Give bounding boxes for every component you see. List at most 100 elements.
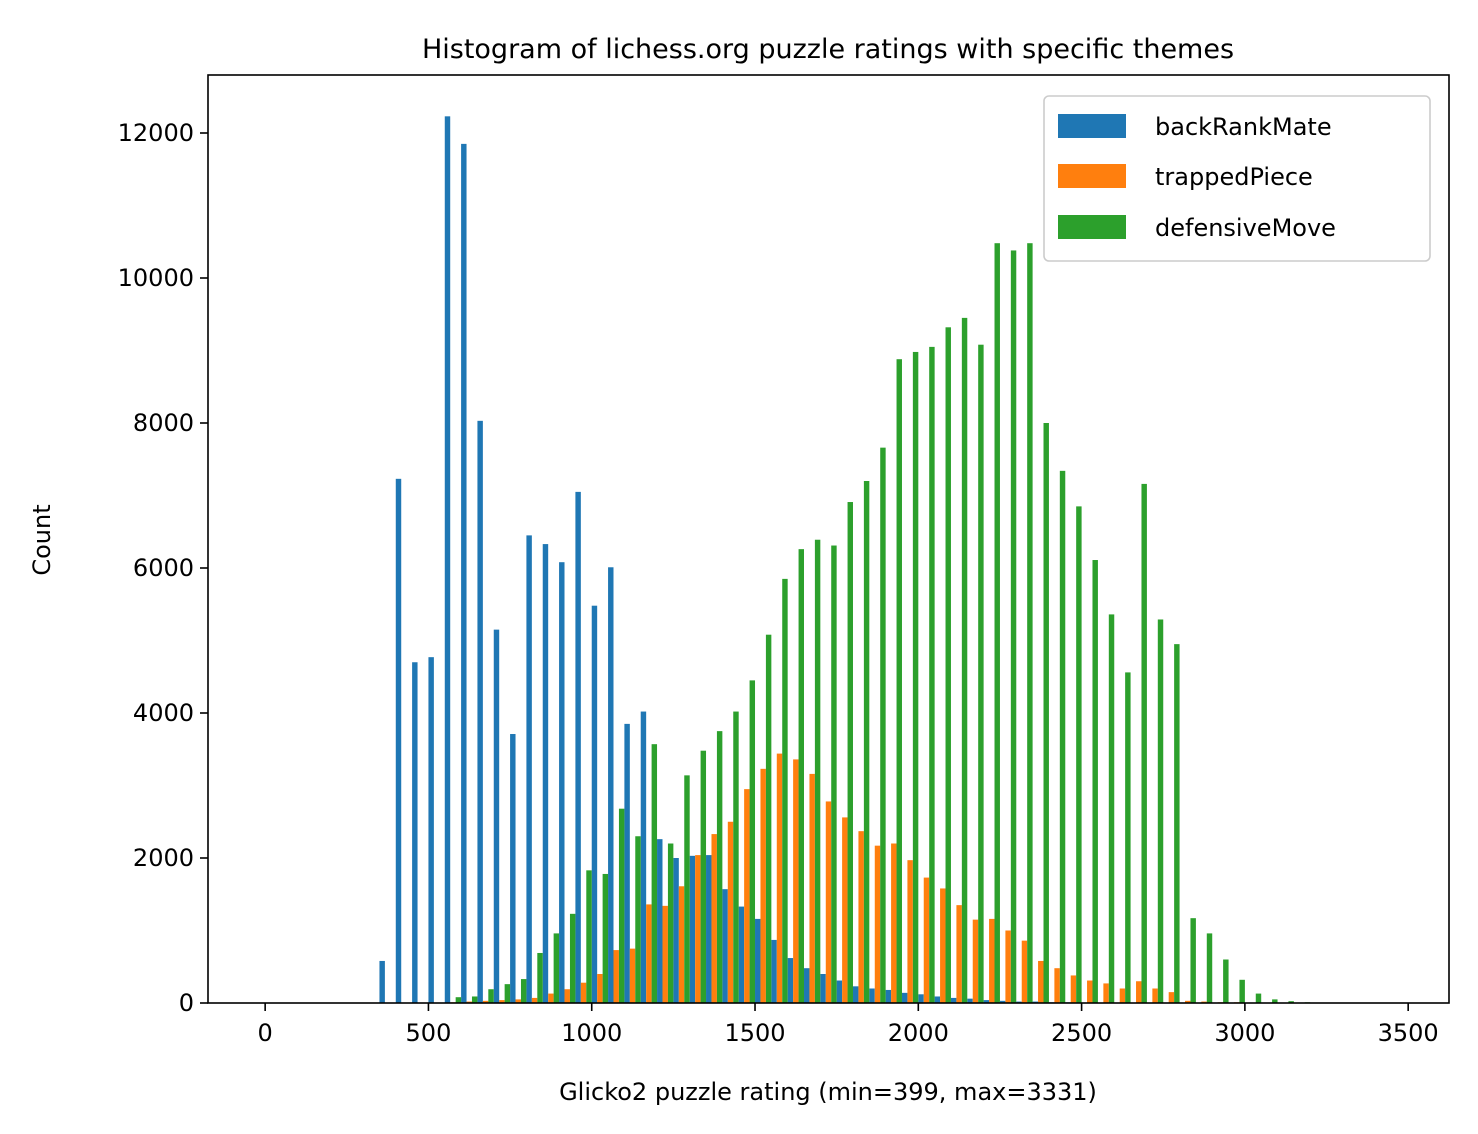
bar-backrankmate-35	[950, 997, 957, 1003]
bar-defensivemove-33	[929, 346, 935, 1004]
y-tick-label: 10000	[118, 264, 194, 292]
bar-defensivemove-21	[733, 711, 739, 1003]
x-tick-label: 0	[258, 1019, 273, 1047]
bar-defensivemove-12	[586, 870, 592, 1003]
bar-defensivemove-22	[749, 680, 756, 1004]
bar-trappedpiece-17	[662, 905, 668, 1003]
bar-trappedpiece-9	[531, 997, 538, 1003]
bar-trappedpiece-20	[711, 834, 717, 1003]
bar-defensivemove-54	[1272, 999, 1278, 1004]
bar-trappedpiece-8	[515, 999, 521, 1004]
y-axis-ticks: 0 2000 4000 6000 8000 10000 12000	[118, 119, 208, 1017]
x-axis-label: Glicko2 puzzle rating (min=399, max=3331…	[559, 1078, 1097, 1106]
x-tick-label: 1000	[561, 1019, 622, 1047]
bar-backrankmate-36	[967, 998, 973, 1003]
bar-defensivemove-45	[1125, 672, 1131, 1003]
bar-backrankmate-25	[787, 958, 794, 1003]
bar-backrankmate-27	[820, 974, 826, 1003]
bar-trappedpiece-24	[776, 753, 783, 1003]
y-tick-label: 8000	[133, 409, 194, 437]
bar-defensivemove-32	[912, 351, 919, 1003]
bar-backrankmate-19	[689, 855, 696, 1003]
legend-label-trappedpiece: trappedPiece	[1155, 163, 1313, 191]
bar-defensivemove-40	[1043, 423, 1049, 1003]
bar-defensivemove-25	[798, 549, 804, 1003]
bar-backrankmate-30	[869, 988, 875, 1003]
bar-backrankmate-5	[461, 143, 467, 1004]
bar-trappedpiece-14	[613, 950, 619, 1003]
bar-defensivemove-4	[455, 997, 462, 1003]
bar-defensivemove-55	[1288, 1001, 1294, 1003]
bar-defensivemove-46	[1141, 483, 1147, 1003]
bar-backrankmate-15	[624, 723, 630, 1004]
y-tick-label: 4000	[133, 699, 194, 727]
bar-backrankmate-26	[804, 968, 810, 1003]
bar-defensivemove-6	[488, 989, 494, 1003]
bar-defensivemove-42	[1076, 506, 1082, 1004]
bar-defensivemove-5	[471, 996, 478, 1003]
bar-defensivemove-20	[716, 731, 723, 1004]
bar-defensivemove-43	[1092, 560, 1098, 1003]
bar-trappedpiece-13	[597, 974, 603, 1003]
bar-trappedpiece-16	[646, 904, 652, 1003]
bar-backrankmate-32	[901, 992, 908, 1003]
bar-trappedpiece-28	[842, 817, 848, 1003]
bar-backrankmate-20	[706, 855, 712, 1003]
bar-defensivemove-19	[700, 750, 707, 1003]
bar-trappedpiece-7	[499, 1000, 505, 1003]
bar-defensivemove-14	[618, 808, 625, 1003]
bar-backrankmate-13	[591, 605, 598, 1003]
bar-backrankmate-37	[983, 1000, 990, 1003]
x-tick-label: 500	[406, 1019, 452, 1047]
bar-backrankmate-28	[836, 980, 843, 1003]
bar-backrankmate-0	[379, 960, 385, 1003]
bar-backrankmate-31	[885, 989, 892, 1003]
bar-defensivemove-8	[520, 979, 527, 1003]
bar-defensivemove-7	[504, 984, 511, 1003]
bar-backrankmate-22	[738, 906, 745, 1003]
x-tick-label: 2500	[1051, 1019, 1112, 1047]
bar-backrankmate-11	[559, 562, 565, 1003]
bar-defensivemove-49	[1190, 918, 1196, 1003]
bar-backrankmate-17	[657, 839, 663, 1003]
bar-backrankmate-4	[444, 116, 451, 1003]
bar-defensivemove-24	[782, 578, 788, 1004]
bar-trappedpiece-41	[1054, 968, 1060, 1003]
y-axis-label: Count	[28, 504, 56, 575]
y-tick-label: 0	[179, 989, 194, 1017]
y-tick-label: 6000	[133, 554, 194, 582]
legend-swatch-backrankmate	[1058, 114, 1126, 138]
bar-trappedpiece-19	[695, 855, 701, 1003]
bar-trappedpiece-47	[1152, 988, 1158, 1003]
bar-backrankmate-24	[771, 939, 777, 1003]
bar-backrankmate-18	[673, 858, 679, 1003]
bar-trappedpiece-18	[678, 886, 685, 1003]
bar-defensivemove-44	[1108, 614, 1115, 1003]
bar-defensivemove-15	[635, 836, 641, 1003]
bar-defensivemove-51	[1223, 959, 1229, 1003]
bar-trappedpiece-48	[1168, 992, 1175, 1004]
bar-trappedpiece-11	[564, 989, 570, 1003]
bar-trappedpiece-23	[760, 768, 766, 1003]
bar-defensivemove-30	[880, 447, 886, 1003]
bar-defensivemove-16	[651, 744, 658, 1003]
legend-swatch-trappedpiece	[1058, 164, 1126, 188]
bar-trappedpiece-43	[1087, 980, 1093, 1003]
legend-swatch-defensivemove	[1058, 215, 1126, 239]
bar-defensivemove-18	[684, 775, 690, 1003]
bar-trappedpiece-22	[744, 789, 750, 1004]
bar-defensivemove-48	[1174, 644, 1180, 1004]
bar-backrankmate-23	[755, 918, 761, 1003]
x-axis-ticks: 0 500 1000 1500 2000 2500 3000 3500	[258, 1003, 1439, 1047]
chart-title: Histogram of lichess.org puzzle ratings …	[422, 34, 1234, 65]
bar-defensivemove-29	[863, 481, 870, 1003]
bar-trappedpiece-31	[891, 843, 897, 1003]
y-tick-label: 12000	[118, 119, 194, 147]
bar-backrankmate-29	[852, 986, 859, 1003]
bar-trappedpiece-34	[940, 888, 946, 1003]
bars-layer	[379, 116, 1327, 1004]
bar-defensivemove-39	[1027, 243, 1033, 1003]
bar-trappedpiece-44	[1103, 983, 1109, 1003]
bar-trappedpiece-42	[1070, 975, 1077, 1003]
